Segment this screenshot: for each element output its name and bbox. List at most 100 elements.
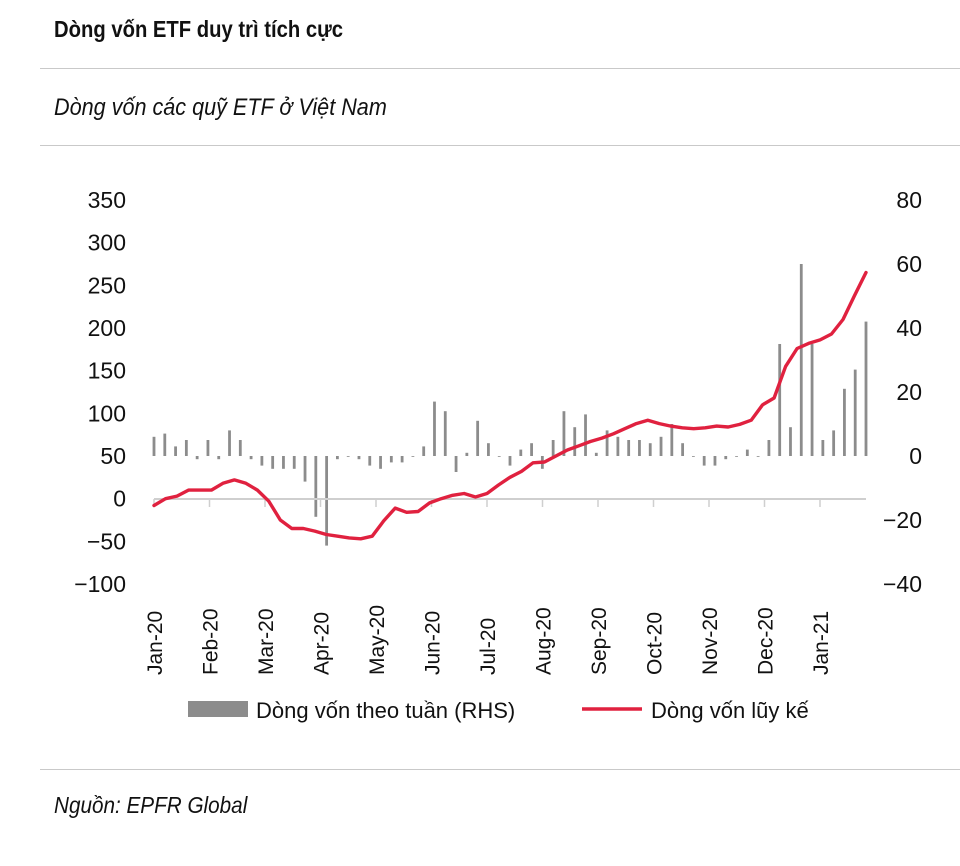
weekly-flow-bar: [443, 411, 447, 456]
x-axis-tick-label: May-20: [366, 605, 389, 675]
weekly-flow-bar: [400, 456, 404, 463]
weekly-flow-bar: [195, 456, 199, 460]
x-axis-tick-label: Mar-20: [255, 608, 278, 675]
left-axis-tick-label: 200: [88, 315, 126, 341]
x-axis-tick-labels: Jan-20 Feb-20 Mar-20 Apr-20 May-20 Jun-20 Jul-…: [144, 605, 833, 675]
x-axis-tick-label: Feb-20: [200, 608, 223, 675]
weekly-flow-bar: [271, 456, 275, 469]
x-axis-tick-label: Apr-20: [311, 612, 334, 675]
right-axis-ticks: 80 60 40 20 0 −20 −40: [883, 187, 922, 597]
weekly-flow-bar: [853, 369, 857, 456]
weekly-flow-bar: [303, 456, 307, 482]
weekly-flow-bar: [476, 420, 480, 456]
weekly-flow-bar: [411, 456, 415, 457]
weekly-flow-bar: [368, 456, 372, 466]
left-axis-tick-label: 150: [88, 358, 126, 384]
weekly-flow-bar: [551, 440, 555, 456]
left-axis-tick-label: 250: [88, 272, 126, 298]
weekly-flow-bar: [702, 456, 706, 466]
weekly-flow-bar: [821, 440, 825, 456]
source-note: Nguồn: EPFR Global: [54, 792, 248, 818]
weekly-flow-bar: [292, 456, 296, 469]
x-axis-tick-label: Nov-20: [699, 607, 722, 675]
weekly-flow-bar: [163, 433, 167, 456]
weekly-flow-bar: [454, 456, 458, 472]
left-axis-tick-label: 300: [88, 230, 126, 256]
weekly-flow-bar: [810, 344, 814, 456]
weekly-flow-bar: [530, 443, 533, 456]
weekly-flow-bar: [745, 449, 749, 456]
weekly-flow-bar: [724, 456, 728, 460]
x-axis-tick-label: Jul-20: [477, 618, 500, 675]
weekly-flow-bar: [616, 436, 620, 456]
weekly-flow-bar: [217, 456, 221, 460]
legend-bar-label: Dòng vốn theo tuần (RHS): [256, 698, 515, 723]
x-axis-tick-label: Dec-20: [755, 607, 778, 675]
right-axis-tick-label: 40: [896, 315, 922, 341]
chart-subtitle: Dòng vốn các quỹ ETF ở Việt Nam: [54, 94, 387, 121]
weekly-flow-bar: [659, 436, 663, 456]
weekly-flow-bar: [594, 452, 598, 456]
weekly-flow-bar: [260, 456, 264, 466]
weekly-flow-bar: [422, 446, 426, 456]
subtitle-divider: [40, 145, 960, 146]
legend-line-label: Dòng vốn lũy kế: [651, 698, 809, 723]
weekly-flow-bar: [357, 456, 361, 460]
weekly-flow-bar: [799, 264, 803, 456]
right-axis-tick-label: 80: [896, 187, 922, 213]
left-axis-tick-label: 100: [88, 400, 126, 426]
x-axis: [153, 498, 866, 507]
weekly-flow-bar: [152, 436, 156, 456]
left-axis-tick-label: 50: [100, 443, 126, 469]
weekly-flow-bar: [314, 456, 318, 517]
weekly-flow-bar: [562, 411, 566, 456]
left-axis-tick-label: 350: [88, 187, 126, 213]
title-divider: [40, 68, 960, 69]
weekly-flow-bar: [691, 456, 695, 457]
right-axis-tick-label: −40: [883, 571, 922, 597]
weekly-flow-bar: [638, 440, 641, 456]
weekly-flow-bar: [487, 443, 490, 456]
weekly-flow-bar: [433, 401, 436, 456]
cumulative-flow-line: [152, 270, 868, 541]
weekly-flow-bar: [379, 456, 382, 469]
weekly-flow-bar: [778, 344, 782, 456]
weekly-flow-bars: [152, 264, 868, 546]
weekly-flow-bar: [389, 456, 393, 463]
right-axis-tick-label: 60: [896, 251, 922, 277]
weekly-flow-bar: [335, 456, 339, 460]
weekly-flow-bar: [832, 430, 836, 456]
weekly-flow-bar: [238, 440, 242, 456]
weekly-flow-bar: [206, 440, 210, 456]
weekly-flow-bar: [519, 449, 523, 456]
legend-bar-swatch: [188, 701, 248, 717]
x-axis-tick-label: Jan-21: [810, 611, 833, 675]
weekly-flow-bar: [843, 388, 846, 456]
weekly-flow-bar: [627, 440, 631, 456]
weekly-flow-bar: [789, 427, 792, 456]
weekly-flow-bar: [228, 430, 231, 456]
weekly-flow-bar: [497, 456, 501, 457]
weekly-flow-bar: [325, 456, 329, 546]
right-axis-tick-label: 20: [896, 379, 922, 405]
left-axis-tick-label: 0: [113, 486, 126, 512]
left-axis-tick-label: −100: [74, 571, 126, 597]
x-axis-tick-label: Jun-20: [422, 611, 445, 675]
weekly-flow-bar: [670, 424, 674, 456]
source-divider: [40, 769, 960, 770]
chart-title: Dòng vốn ETF duy trì tích cực: [54, 16, 344, 42]
weekly-flow-bar: [767, 440, 771, 456]
weekly-flow-bar: [681, 443, 685, 456]
weekly-flow-bar: [573, 427, 577, 456]
legend: Dòng vốn theo tuần (RHS) Dòng vốn lũy kế: [188, 698, 809, 723]
weekly-flow-bar: [864, 321, 868, 456]
x-axis-tick-label: Jan-20: [144, 611, 167, 675]
weekly-flow-bar: [249, 456, 253, 460]
x-axis-tick-label: Sep-20: [588, 607, 611, 675]
x-axis-tick-label: Aug-20: [533, 607, 556, 675]
weekly-flow-bar: [735, 456, 738, 457]
left-axis-tick-label: −50: [87, 528, 126, 554]
weekly-flow-bar: [184, 440, 188, 456]
right-axis-tick-label: −20: [883, 507, 922, 533]
